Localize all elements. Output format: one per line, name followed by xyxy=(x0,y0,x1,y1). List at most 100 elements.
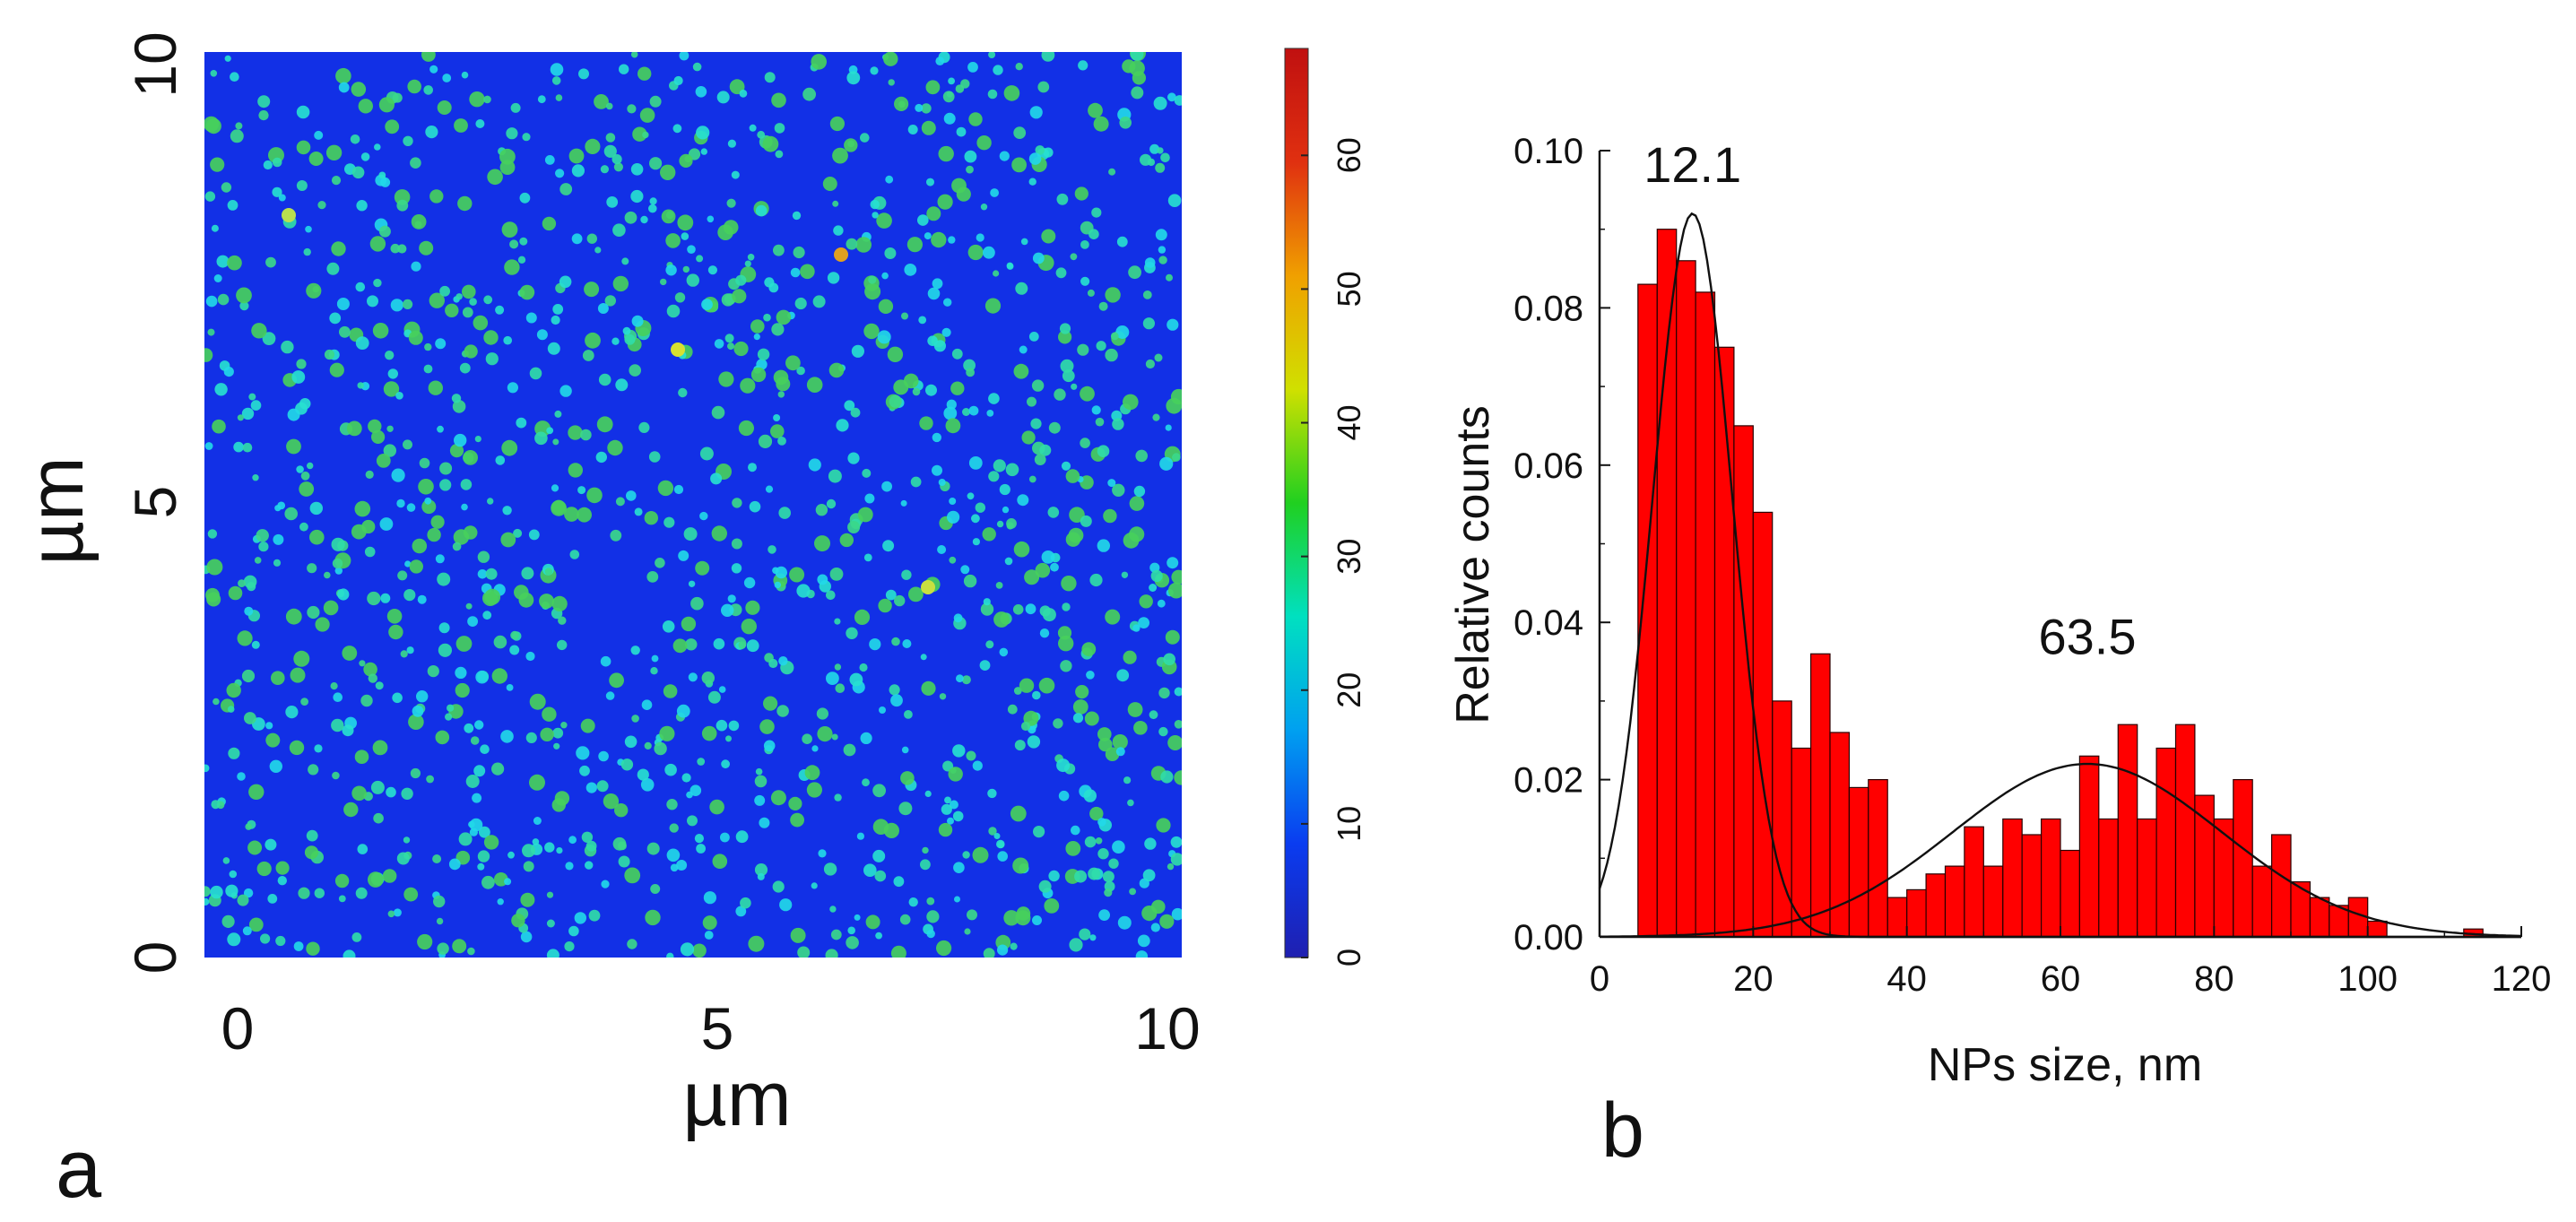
nanoparticle-dot xyxy=(452,939,467,954)
nanoparticle-dot xyxy=(501,221,518,238)
nanoparticle-dot xyxy=(462,307,473,318)
nanoparticle-dot xyxy=(872,212,879,219)
nanoparticle-dot xyxy=(884,247,897,259)
nanoparticle-dot xyxy=(829,906,837,913)
nanoparticle-dot xyxy=(899,914,911,925)
nanoparticle-dot xyxy=(1039,605,1051,617)
nanoparticle-dot xyxy=(522,844,535,858)
nanoparticle-dot xyxy=(875,932,882,940)
nanoparticle-dot xyxy=(1028,178,1036,186)
nanoparticle-dot xyxy=(223,367,234,377)
nanoparticle-dot xyxy=(251,323,267,339)
nanoparticle-dot xyxy=(510,630,519,640)
nanoparticle-dot xyxy=(534,431,548,446)
nanoparticle-dot xyxy=(428,380,443,395)
nanoparticle-dot xyxy=(936,940,952,957)
nanoparticle-dot xyxy=(755,204,768,217)
nanoparticle-dot xyxy=(1121,571,1129,578)
nanoparticle-dot xyxy=(1080,438,1090,448)
peak-annotation-12-1: 12.1 xyxy=(1644,136,1741,193)
nanoparticle-dot xyxy=(1089,934,1097,941)
nanoparticle-dot xyxy=(449,444,464,458)
nanoparticle-dot xyxy=(406,646,414,654)
afm-map-y-tick-0: 0 xyxy=(122,941,188,975)
nanoparticle-dot xyxy=(588,909,601,922)
nanoparticle-dot xyxy=(864,283,881,300)
nanoparticle-dot xyxy=(925,384,937,396)
nanoparticle-dot xyxy=(250,400,262,411)
nanoparticle-dot xyxy=(477,569,488,579)
nanoparticle-dot xyxy=(1002,506,1010,514)
nanoparticle-dot xyxy=(464,723,474,733)
nanoparticle-dot xyxy=(557,639,568,651)
nanoparticle-dot xyxy=(707,215,715,223)
nanoparticle-dot xyxy=(731,563,742,574)
nanoparticle-dot xyxy=(806,377,823,394)
nanoparticle-dot xyxy=(371,429,386,444)
nanoparticle-dot xyxy=(1048,870,1060,882)
nanoparticle-dot xyxy=(1174,720,1182,729)
nanoparticle-dot xyxy=(828,362,845,378)
nanoparticle-dot xyxy=(308,152,324,166)
nanoparticle-dot xyxy=(1171,907,1182,921)
nanoparticle-dot xyxy=(757,130,766,139)
nanoparticle-dot xyxy=(495,305,505,315)
nanoparticle-dot xyxy=(242,442,253,453)
nanoparticle-dot xyxy=(286,438,301,455)
nanoparticle-dot xyxy=(400,650,408,658)
nanoparticle-dot xyxy=(894,594,906,607)
nanoparticle-dot xyxy=(972,538,980,546)
nanoparticle-dot xyxy=(265,838,277,851)
nanoparticle-dot xyxy=(605,691,615,700)
nanoparticle-dot xyxy=(926,910,940,923)
nanoparticle-dot xyxy=(435,730,450,745)
nanoparticle-dot xyxy=(620,758,634,771)
nanoparticle-dot xyxy=(1158,726,1168,737)
nanoparticle-dot xyxy=(612,836,627,851)
nanoparticle-dot xyxy=(721,759,730,769)
nanoparticle-dot xyxy=(758,434,773,448)
nanoparticle-dot xyxy=(374,143,381,151)
nanoparticle-dot xyxy=(1058,330,1072,344)
nanoparticle-dot xyxy=(925,80,941,95)
nanoparticle-dot-bright xyxy=(921,580,935,594)
nanoparticle-dot xyxy=(1144,257,1156,268)
nanoparticle-dot xyxy=(412,705,424,717)
nanoparticle-dot xyxy=(1089,229,1099,239)
nanoparticle-dot xyxy=(696,255,704,263)
nanoparticle-dot xyxy=(1171,569,1182,585)
nanoparticle-dot xyxy=(1170,836,1182,848)
nanoparticle-dot xyxy=(701,672,715,685)
nanoparticle-dot xyxy=(290,667,306,683)
nanoparticle-dot xyxy=(1131,86,1144,100)
nanoparticle-dot xyxy=(943,406,958,420)
nanoparticle-dot xyxy=(1097,539,1111,552)
nanoparticle-dot xyxy=(406,503,416,512)
nanoparticle-dot xyxy=(1170,388,1182,405)
nanoparticle-dot xyxy=(1145,359,1155,369)
nanoparticle-dot xyxy=(487,169,503,186)
nanoparticle-dot xyxy=(900,499,907,507)
nanoparticle-dot xyxy=(661,209,676,224)
nanoparticle-dot xyxy=(424,342,432,351)
nanoparticle-dot xyxy=(485,352,499,366)
nanoparticle-dot xyxy=(1003,85,1020,101)
nanoparticle-dot xyxy=(425,126,438,139)
histogram-bar xyxy=(2213,818,2234,938)
nanoparticle-dot xyxy=(314,744,323,753)
nanoparticle-dot xyxy=(1112,418,1124,430)
nanoparticle-dot xyxy=(350,134,360,144)
nanoparticle-dot xyxy=(439,479,452,491)
nanoparticle-dot xyxy=(263,160,273,170)
nanoparticle-dot xyxy=(210,70,218,77)
nanoparticle-dot xyxy=(251,640,260,649)
nanoparticle-dot xyxy=(603,793,620,810)
nanoparticle-dot xyxy=(775,566,787,579)
nanoparticle-dot xyxy=(1053,718,1063,729)
nanoparticle-dot xyxy=(714,339,724,349)
nanoparticle-dot xyxy=(640,215,648,224)
nanoparticle-dot xyxy=(835,683,846,693)
nanoparticle-dot xyxy=(944,796,951,804)
nanoparticle-dot xyxy=(922,846,929,854)
histogram-bar xyxy=(2002,818,2023,938)
